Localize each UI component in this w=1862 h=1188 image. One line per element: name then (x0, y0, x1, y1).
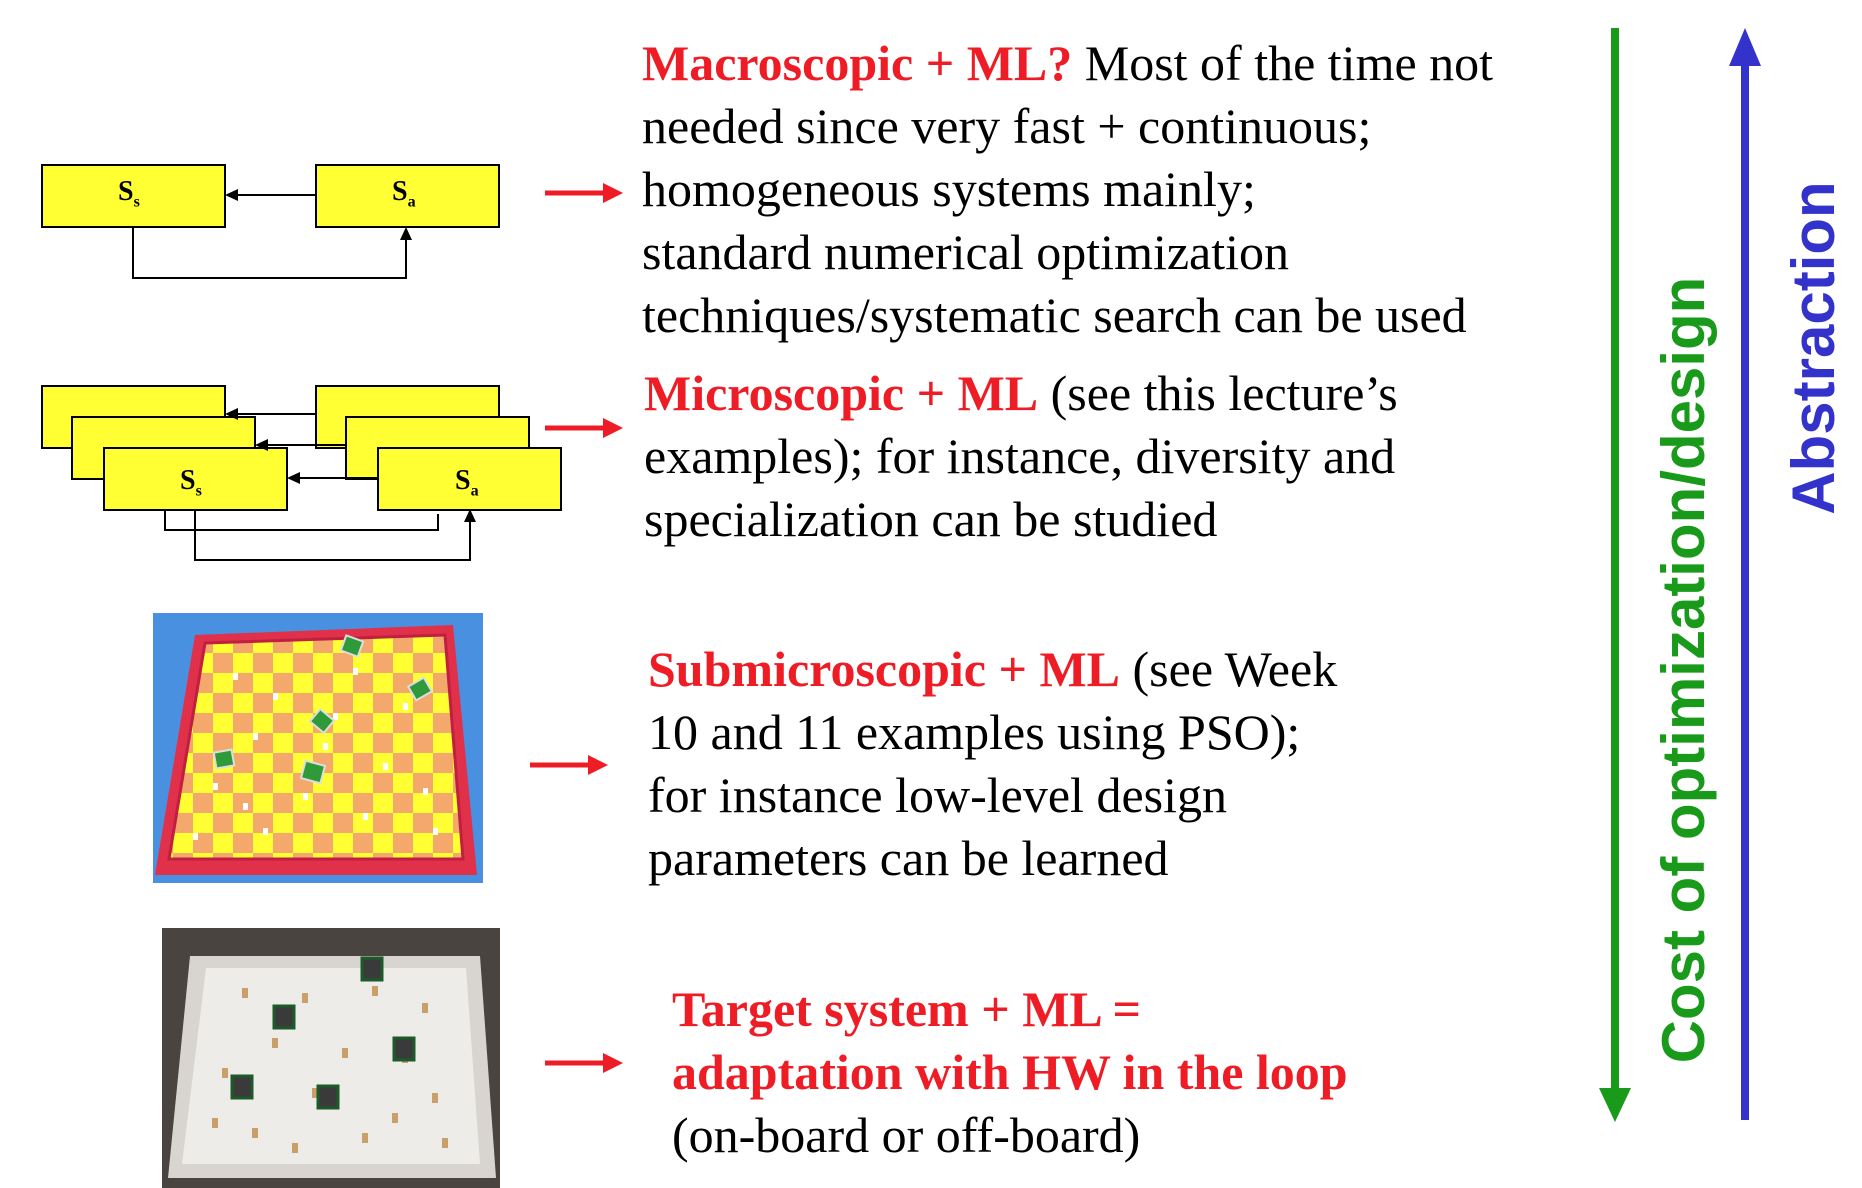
submicroscopic-text: Submicroscopic + ML (see Week 10 and 11 … (648, 641, 1338, 886)
cost-label: Cost of optimization/design (1650, 276, 1717, 1064)
box-label-a: Sa (455, 465, 479, 500)
target-heading: Target system + ML = (672, 981, 1141, 1037)
simulation-arena-image (153, 613, 483, 883)
cost-arrow (1599, 28, 1631, 1122)
state-box-a (377, 447, 562, 511)
target-text: Target system + ML = adaptation with HW … (672, 978, 1348, 1167)
state-box-a (315, 164, 500, 228)
pointer-arrow-target (545, 1053, 623, 1073)
state-box-s (103, 447, 288, 511)
microscopic-diagram (41, 385, 562, 561)
macroscopic-text: Macroscopic + ML? Most of the time not n… (642, 35, 1494, 343)
box-label-s: Ss (180, 465, 202, 500)
microscopic-text: Microscopic + ML (see this lecture’s exa… (644, 365, 1398, 547)
state-box-s (41, 164, 226, 228)
pointer-arrow-microscopic (545, 418, 623, 438)
real-robot-arena-photo (162, 928, 500, 1188)
microscopic-heading: Microscopic + ML (644, 365, 1039, 421)
abstraction-arrow (1729, 28, 1761, 1120)
macroscopic-heading: Macroscopic + ML? (642, 35, 1073, 91)
abstraction-label: Abstraction (1780, 181, 1847, 515)
pointer-arrow-macroscopic (545, 183, 623, 203)
submicroscopic-heading: Submicroscopic + ML (648, 641, 1121, 697)
pointer-arrow-submicroscopic (530, 755, 608, 775)
box-label-a: Sa (392, 176, 416, 211)
box-label-s: Ss (118, 176, 140, 211)
macroscopic-diagram (41, 164, 500, 279)
